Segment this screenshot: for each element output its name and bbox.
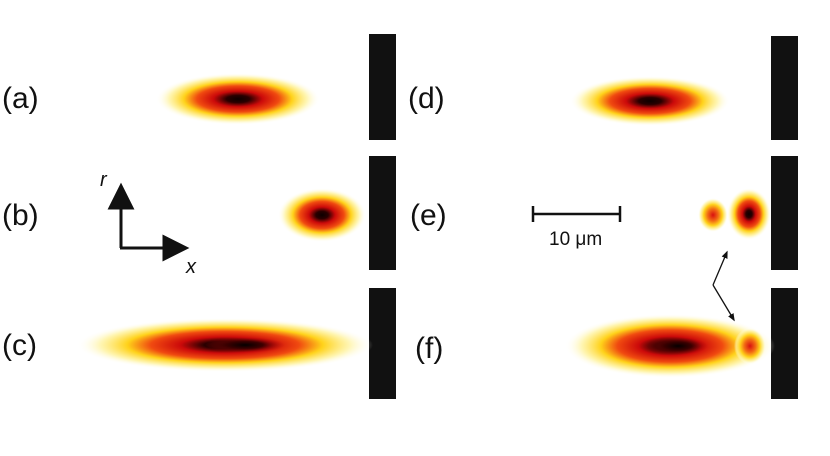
panel-label-e: (e) xyxy=(410,199,447,232)
panel-label-b: (b) xyxy=(2,199,39,232)
barrier-f xyxy=(771,288,798,399)
scale-bar: 10 μm xyxy=(531,206,622,250)
panel-label-f: (f) xyxy=(415,332,443,365)
cloud-e-left xyxy=(698,198,728,232)
panel-label-d: (d) xyxy=(408,82,445,115)
axes-indicator: r x xyxy=(100,169,197,278)
r-axis-label: r xyxy=(100,169,108,191)
scale-bar-label: 10 μm xyxy=(549,229,602,250)
barrier-d xyxy=(771,36,798,140)
cloud-d xyxy=(570,76,730,126)
cloud-e-right xyxy=(727,188,771,240)
cloud-f-main xyxy=(565,314,775,378)
cloud-a xyxy=(156,73,320,125)
barrier-b xyxy=(369,156,396,270)
pointer-arrows xyxy=(712,250,735,322)
panel-label-a: (a) xyxy=(2,82,39,115)
cloud-c xyxy=(77,318,373,372)
barrier-c xyxy=(369,288,396,399)
panel-label-c: (c) xyxy=(2,329,37,362)
barrier-a xyxy=(369,34,396,140)
cloud-b xyxy=(278,188,366,242)
cloud-f-small xyxy=(734,328,766,364)
barrier-e xyxy=(771,156,798,270)
x-axis-label: x xyxy=(185,256,197,278)
